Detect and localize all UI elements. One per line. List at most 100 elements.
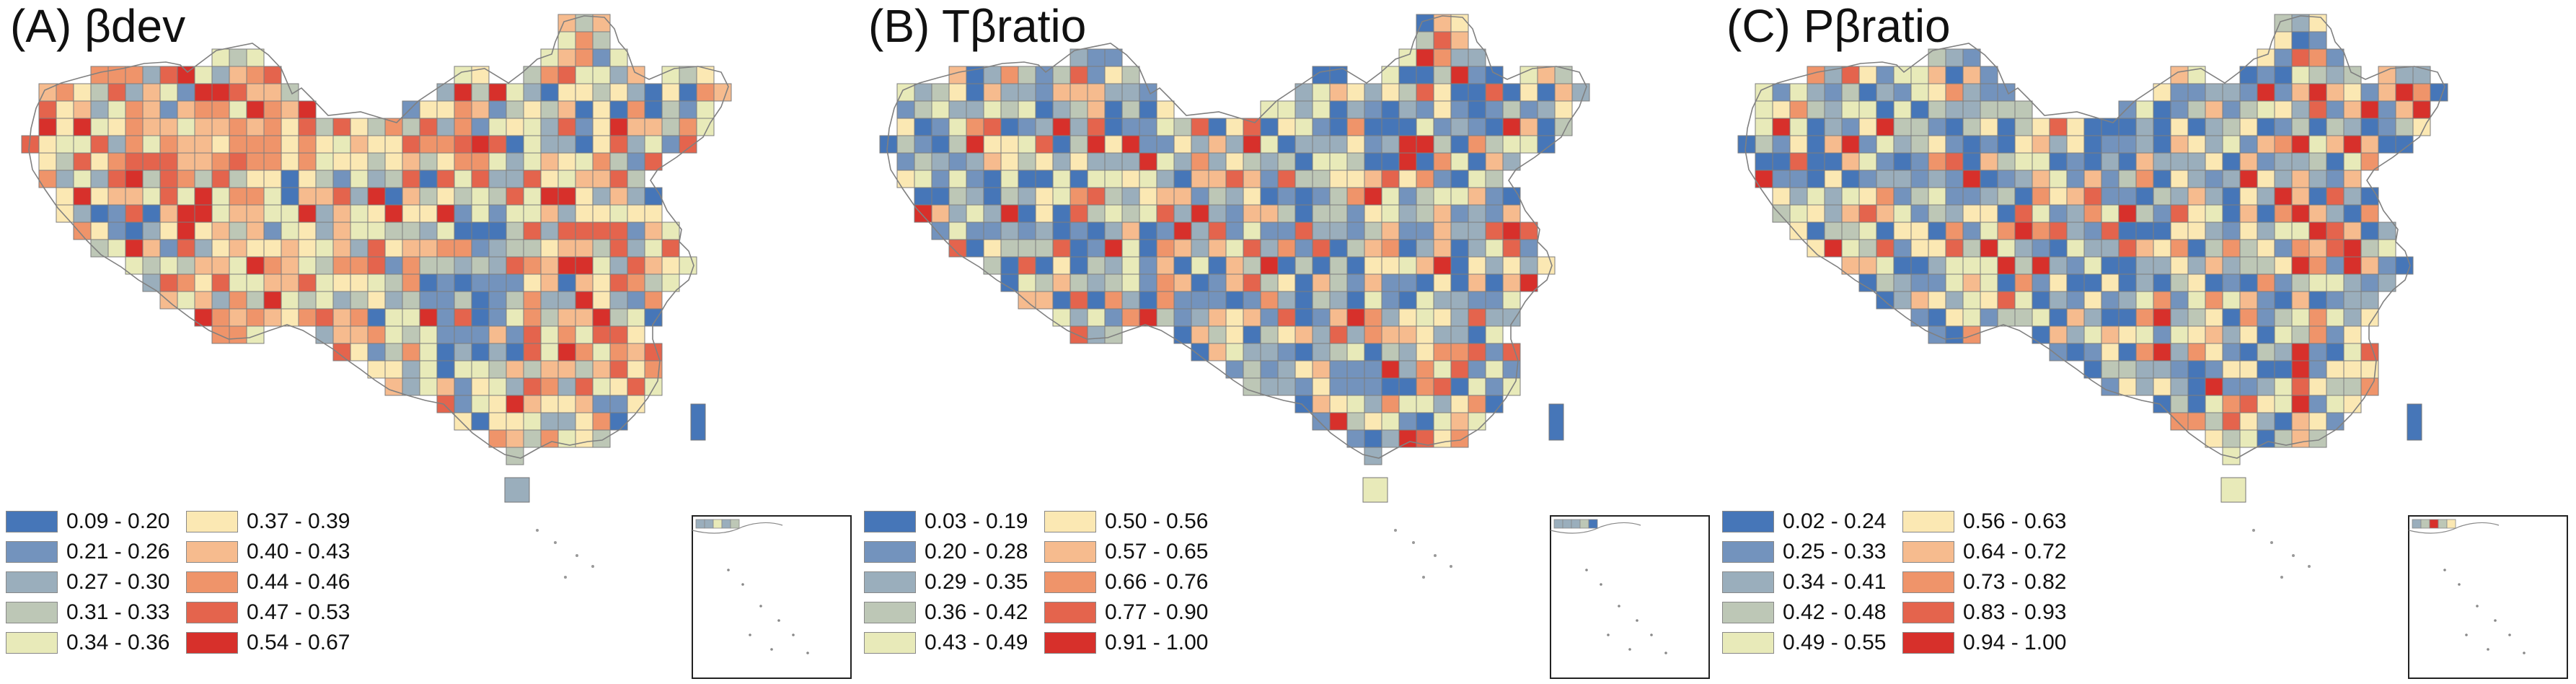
- grid-cell: [2274, 239, 2293, 258]
- grid-cell: [2066, 118, 2085, 136]
- grid-cell: [1997, 204, 2016, 223]
- legend-item: 0.94 - 1.00: [1902, 630, 2066, 656]
- grid-cell: [1052, 118, 1071, 136]
- grid-cell: [2308, 395, 2327, 413]
- grid-cell: [2257, 256, 2275, 275]
- grid-cell: [2308, 48, 2327, 67]
- grid-cell: [2222, 100, 2241, 119]
- grid-cell: [2135, 170, 2154, 188]
- inset-cell: [695, 519, 705, 529]
- grid-cell: [1893, 256, 1912, 275]
- grid-cell: [246, 66, 265, 84]
- grid-cell: [1069, 325, 1088, 344]
- grid-cell: [2187, 256, 2206, 275]
- grid-cell: [2153, 343, 2171, 361]
- grid-cell: [627, 343, 645, 361]
- grid-cell: [1018, 100, 1036, 119]
- grid-cell: [523, 100, 542, 119]
- grid-cell: [609, 152, 628, 171]
- grid-cell: [2118, 273, 2137, 292]
- grid-cell: [1069, 308, 1088, 327]
- grid-cell: [627, 325, 645, 344]
- grid-cell: [1910, 239, 1929, 258]
- grid-cell: [557, 308, 576, 327]
- grid-cell: [488, 291, 507, 310]
- grid-cell: [609, 325, 628, 344]
- grid-cell: [1018, 83, 1036, 102]
- grid-cell: [1069, 152, 1088, 171]
- grid-cell: [966, 135, 984, 154]
- grid-cell: [488, 360, 507, 379]
- grid-cell: [2360, 239, 2379, 258]
- grid-cell: [2257, 170, 2275, 188]
- grid-cell: [2066, 204, 2085, 223]
- grid-cell: [1364, 135, 1382, 154]
- grid-cell: [263, 83, 282, 102]
- grid-cell: [1485, 204, 1504, 223]
- grid-cell: [1468, 239, 1486, 258]
- legend-label: 0.66 - 0.76: [1105, 570, 1209, 594]
- grid-cell: [2101, 170, 2120, 188]
- grid-cell: [2308, 222, 2327, 240]
- grid-cell: [2032, 222, 2050, 240]
- grid-cell: [1910, 273, 1929, 292]
- grid-cell: [1554, 66, 1573, 84]
- grid-cell: [1000, 152, 1019, 171]
- grid-cell: [644, 135, 663, 154]
- grid-cell: [1962, 170, 1981, 188]
- grid-cell: [315, 273, 334, 292]
- grid-cell: [384, 343, 403, 361]
- grid-cell: [2257, 135, 2275, 154]
- grid-cell: [142, 118, 161, 136]
- grid-cell: [1208, 204, 1227, 223]
- grid-cell: [402, 239, 420, 258]
- grid-cell: [263, 135, 282, 154]
- grid-cell: [1910, 256, 1929, 275]
- grid-cell: [1294, 395, 1313, 413]
- grid-cell: [2308, 100, 2327, 119]
- grid-cell: [1398, 273, 1417, 292]
- grid-cell: [2291, 31, 2310, 50]
- grid-cell: [1398, 83, 1417, 102]
- legend-label: 0.02 - 0.24: [1783, 509, 1887, 533]
- grid-cell: [419, 152, 438, 171]
- grid-cell: [73, 100, 92, 119]
- grid-cell: [1928, 239, 1946, 258]
- grid-cell: [454, 135, 472, 154]
- grid-cell: [1893, 239, 1912, 258]
- grid-cell: [1121, 273, 1140, 292]
- grid-cell: [557, 395, 576, 413]
- grid-cell: [2170, 325, 2189, 344]
- coastal-island: [2292, 554, 2295, 557]
- grid-cell: [1087, 48, 1106, 67]
- grid-cell: [1329, 187, 1348, 206]
- grid-cell: [609, 118, 628, 136]
- grid-cell: [1156, 118, 1175, 136]
- grid-cell: [177, 222, 195, 240]
- grid-cell: [2308, 204, 2327, 223]
- grid-cell: [1000, 187, 1019, 206]
- grid-cell: [2205, 152, 2223, 171]
- grid-cell: [1294, 222, 1313, 240]
- grid-cell: [1928, 152, 1946, 171]
- grid-cell: [2101, 273, 2120, 292]
- grid-cell: [1364, 187, 1382, 206]
- grid-cell: [506, 273, 524, 292]
- grid-cell: [2153, 377, 2171, 396]
- grid-cell: [1277, 325, 1296, 344]
- grid-cell: [107, 152, 126, 171]
- grid-cell: [1225, 308, 1244, 327]
- grid-cell: [384, 222, 403, 240]
- grid-cell: [592, 118, 611, 136]
- grid-cell: [1485, 343, 1504, 361]
- grid-cell: [332, 204, 351, 223]
- grid-cell: [2343, 256, 2362, 275]
- grid-cell: [125, 118, 144, 136]
- legend-label: 0.21 - 0.26: [66, 540, 170, 564]
- grid-cell: [1173, 135, 1192, 154]
- grid-cell: [246, 48, 265, 67]
- grid-cell: [1243, 170, 1261, 188]
- legend-swatch: [864, 541, 916, 563]
- grid-cell: [1173, 256, 1192, 275]
- grid-cell: [419, 325, 438, 344]
